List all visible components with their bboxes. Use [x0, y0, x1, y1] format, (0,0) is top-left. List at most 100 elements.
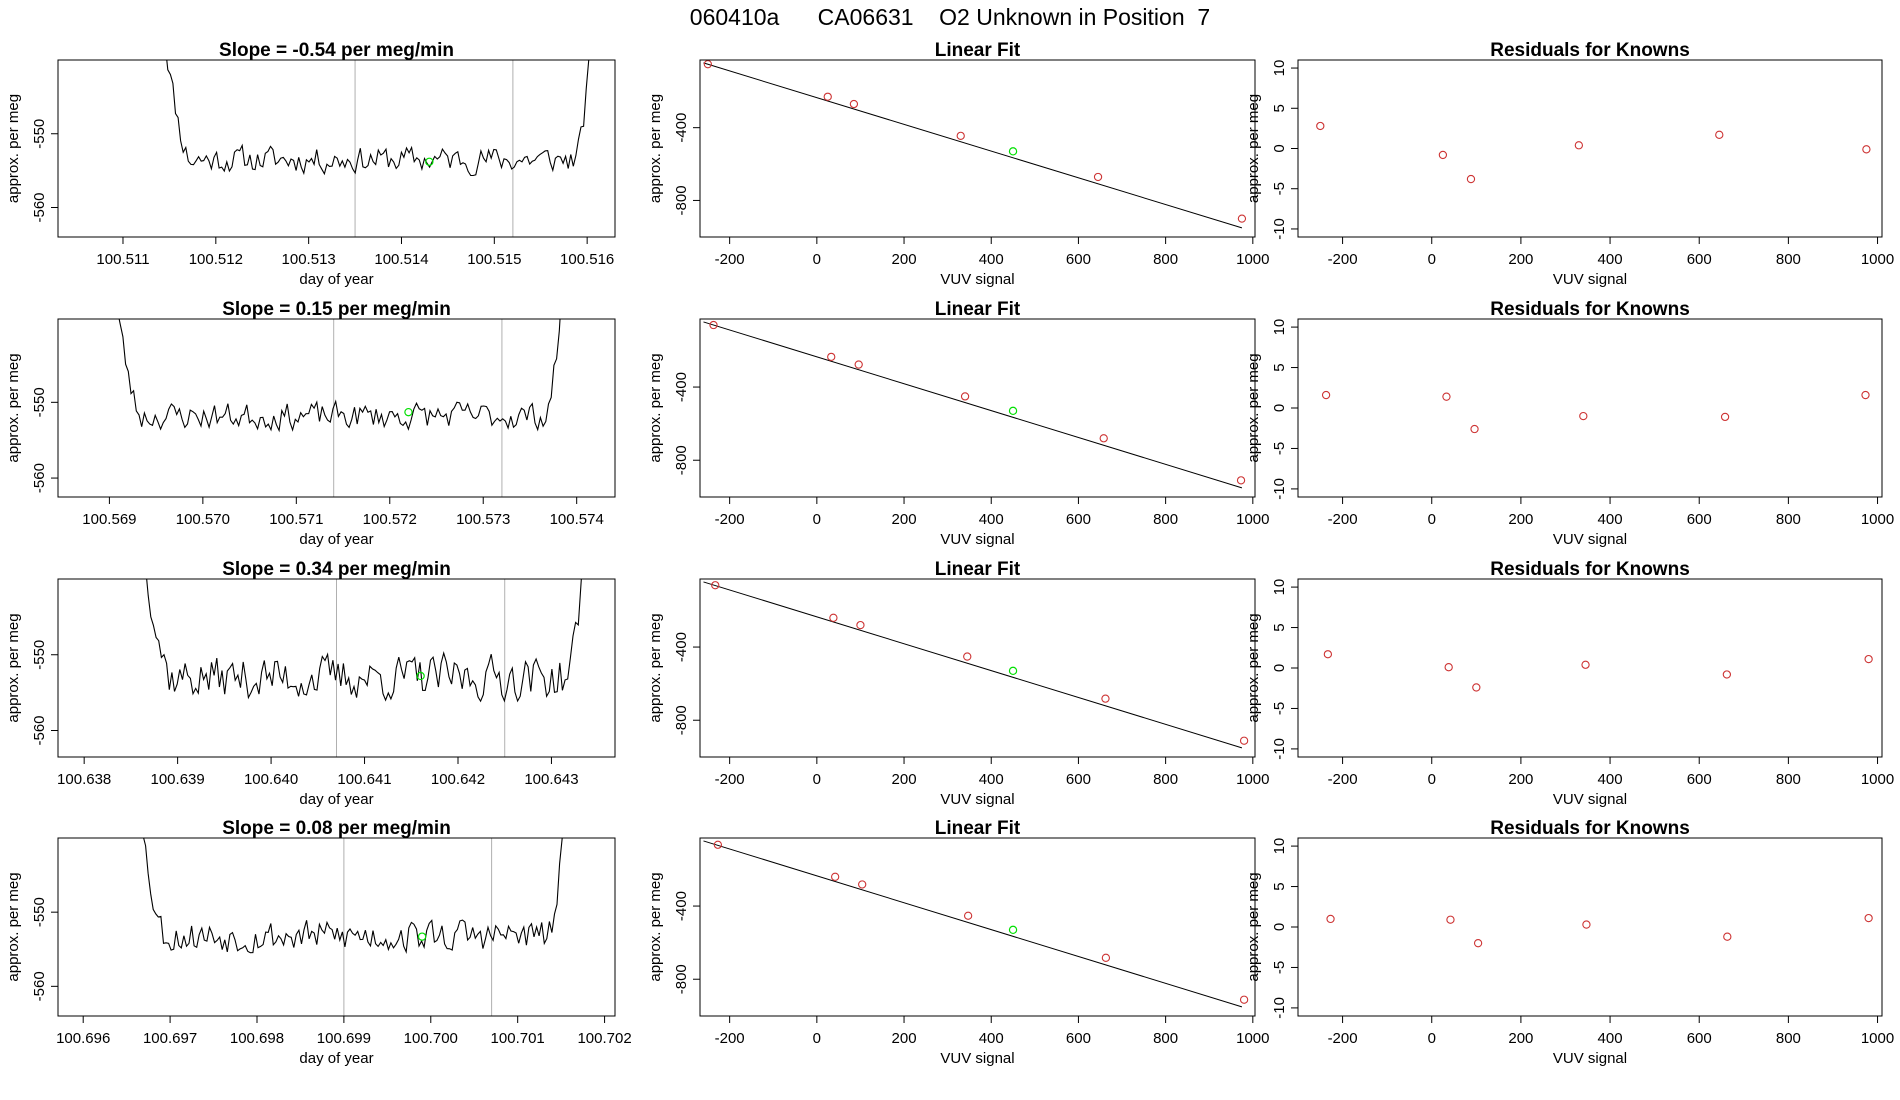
panel-title: Linear Fit	[935, 40, 1021, 61]
known-point	[1099, 434, 1108, 443]
known-point	[1472, 683, 1481, 692]
x-tick-label: -200	[1328, 1030, 1358, 1047]
x-tick-label: 100.512	[189, 251, 243, 268]
y-axis-label: approx. per meg	[5, 94, 22, 203]
x-axis-label: day of year	[299, 271, 373, 288]
known-point	[1093, 172, 1103, 182]
x-axis-label: VUV signal	[1553, 1050, 1627, 1067]
panel-plot-area	[703, 60, 1247, 229]
x-tick-label: 600	[1687, 251, 1712, 268]
x-tick-label: 200	[892, 511, 917, 528]
known-point	[963, 652, 972, 661]
x-tick-label: 600	[1066, 251, 1091, 268]
panel-title: Linear Fit	[935, 818, 1021, 839]
panel-r2-fit: Linear Fit -200 0 200 400 600 800 1000 VUV signa…	[647, 299, 1270, 548]
panel-frame	[699, 578, 1256, 758]
y-tick-label: 10	[1271, 319, 1288, 336]
y-tick-label: -5	[1271, 702, 1288, 715]
known-point	[1316, 121, 1325, 131]
x-tick-label: 100.516	[560, 251, 614, 268]
known-point	[1444, 663, 1453, 672]
x-tick-label: 0	[1428, 251, 1436, 268]
x-tick-label: 400	[979, 511, 1004, 528]
panel-plot-area	[143, 838, 563, 1016]
known-point	[854, 360, 863, 369]
panel-r1-resid: Residuals for Knowns-200 0 200 400 600 800 100…	[1245, 40, 1894, 288]
y-tick-label: -10	[1271, 997, 1288, 1019]
y-axis-label: approx. per meg	[1245, 613, 1262, 722]
x-tick-label: 200	[1508, 1030, 1533, 1047]
x-tick-label: 200	[1508, 771, 1533, 788]
known-point	[1466, 174, 1476, 184]
y-axis-label: approx. per meg	[647, 353, 664, 462]
x-tick-label: 200	[892, 251, 917, 268]
known-point	[1321, 390, 1331, 400]
panel-frame	[57, 318, 616, 498]
x-tick-label: 100.572	[363, 511, 417, 528]
y-axis-label: approx. per meg	[1245, 872, 1262, 981]
known-point	[703, 60, 712, 69]
x-tick-label: 1000	[1236, 1030, 1269, 1047]
x-tick-label: 1000	[1861, 1030, 1894, 1047]
x-tick-label: 200	[1508, 251, 1533, 268]
x-tick-label: 100.643	[524, 771, 578, 788]
known-point	[1101, 953, 1111, 962]
known-point	[1715, 130, 1724, 139]
x-axis-label: VUV signal	[940, 271, 1014, 288]
panel-r3-fit: Linear Fit -200 0 200 400 600 800 1000 VUV signa…	[647, 559, 1270, 808]
x-tick-label: 100.640	[244, 771, 298, 788]
panel-frame	[57, 59, 616, 238]
panel-r2-resid: Residuals for Knowns-200 0 200 400 600 800 100…	[1245, 299, 1894, 548]
known-point	[1323, 650, 1333, 659]
x-tick-label: 200	[892, 1030, 917, 1047]
y-tick-label: 0	[1271, 664, 1288, 672]
panel-frame	[699, 59, 1256, 238]
known-point	[1326, 914, 1335, 924]
x-axis-label: VUV signal	[1553, 531, 1627, 548]
x-tick-label: 100.699	[317, 1030, 371, 1047]
panel-r1-timeseries: Slope = -0.54 per meg/min 100.511 100.512 1…	[5, 40, 616, 288]
known-point	[960, 392, 970, 401]
unknown-point	[417, 932, 427, 941]
panel-plot-area	[146, 579, 582, 757]
panel-plot-area	[1326, 913, 1873, 948]
y-tick-label: 0	[1271, 923, 1288, 931]
x-tick-label: 800	[1153, 1030, 1178, 1047]
known-point	[1473, 939, 1483, 948]
y-tick-label: -550	[31, 897, 48, 927]
x-tick-label: 0	[1428, 771, 1436, 788]
panel-r2-timeseries: Slope = 0.15 per meg/min 100.569 100.570 10…	[5, 299, 616, 548]
known-point	[1723, 932, 1732, 941]
y-tick-label: -550	[31, 387, 48, 417]
y-tick-label: -5	[1271, 961, 1288, 974]
y-axis-label: approx. per meg	[647, 94, 664, 203]
x-tick-label: 0	[813, 771, 821, 788]
x-tick-label: 100.513	[282, 251, 336, 268]
x-axis-label: day of year	[299, 791, 373, 808]
x-tick-label: 400	[979, 1030, 1004, 1047]
time-series-line	[118, 319, 561, 433]
known-point	[711, 581, 720, 590]
known-point	[713, 840, 723, 849]
panel-plot-area	[703, 320, 1246, 489]
panel-frame	[1297, 837, 1883, 1017]
known-point	[1864, 913, 1873, 923]
x-tick-label: 100.697	[143, 1030, 197, 1047]
x-tick-label: 1000	[1861, 251, 1894, 268]
known-point	[1239, 736, 1249, 745]
x-tick-label: -200	[715, 511, 745, 528]
x-tick-label: 600	[1687, 771, 1712, 788]
fit-line	[703, 840, 1243, 1008]
unknown-point	[425, 157, 434, 166]
known-point	[1442, 392, 1451, 401]
x-tick-label: 600	[1066, 1030, 1091, 1047]
y-tick-label: -400	[673, 372, 690, 402]
x-tick-label: 100.642	[431, 771, 485, 788]
panel-title: Slope = 0.08 per meg/min	[222, 818, 451, 839]
y-tick-label: -800	[673, 185, 690, 215]
y-axis-label: approx. per meg	[5, 872, 22, 981]
unknown-point	[1008, 925, 1018, 935]
y-tick-label: 10	[1271, 838, 1288, 855]
y-axis-label: approx. per meg	[5, 353, 22, 462]
